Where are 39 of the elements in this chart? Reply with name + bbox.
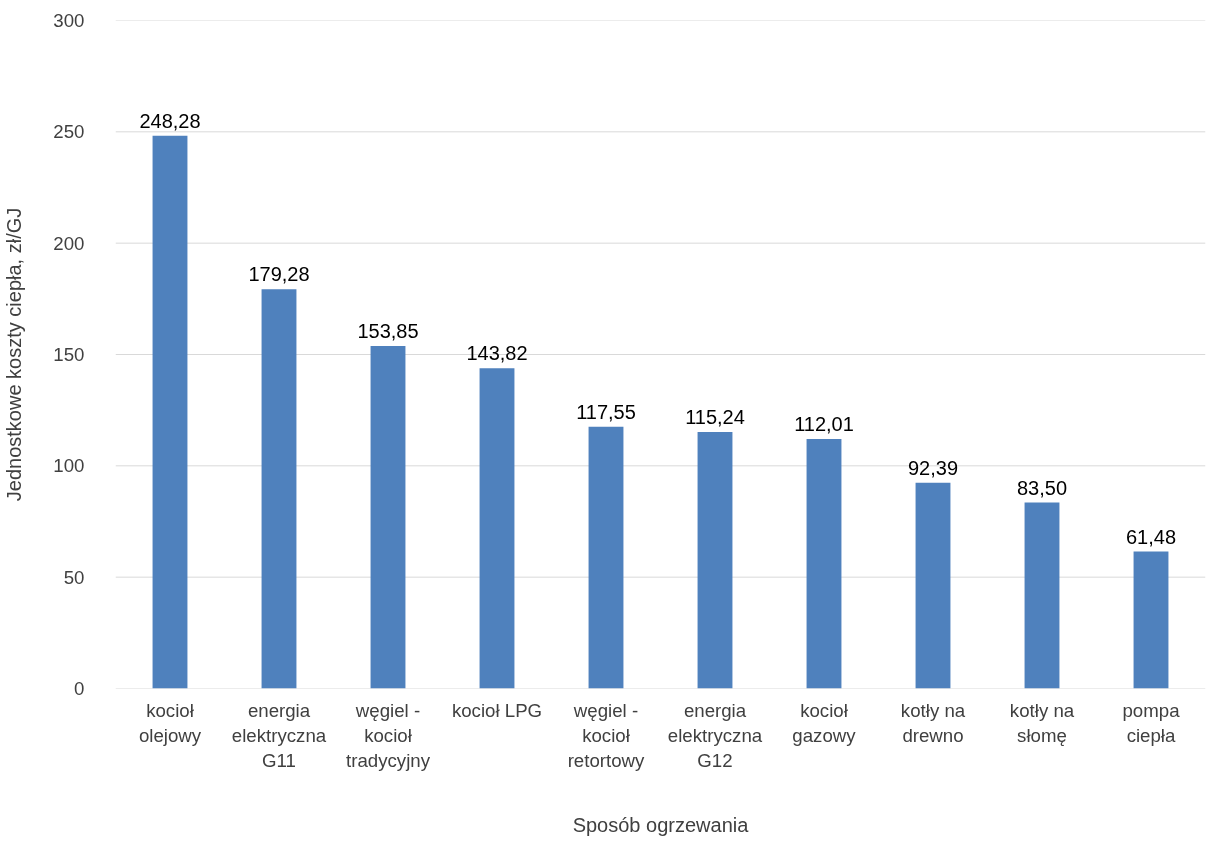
x-tick-label: kocioł gazowy bbox=[792, 699, 857, 746]
bar bbox=[915, 482, 951, 689]
bar bbox=[806, 439, 842, 689]
data-label: 248,28 bbox=[139, 109, 201, 132]
x-tick-label: kocioł LPG bbox=[451, 699, 543, 721]
x-tick-label: energia elektryczna G11 bbox=[231, 699, 327, 771]
data-label: 115,24 bbox=[685, 405, 745, 428]
y-tick-label: 100 bbox=[53, 455, 85, 477]
x-tick-label: węgiel - kocioł tradycyjny bbox=[346, 699, 431, 771]
x-tick-label: kocioł olejowy bbox=[138, 699, 202, 746]
bar bbox=[370, 345, 406, 689]
y-tick-label: 150 bbox=[53, 344, 85, 365]
bar bbox=[697, 431, 733, 689]
y-tick-label: 300 bbox=[53, 10, 85, 31]
data-label: 61,48 bbox=[1125, 525, 1177, 548]
x-axis-title: Sposób ogrzewania bbox=[572, 813, 750, 836]
data-label: 143,82 bbox=[466, 342, 528, 365]
data-label: 83,50 bbox=[1016, 476, 1068, 499]
bar bbox=[1133, 551, 1169, 689]
bar bbox=[261, 289, 297, 689]
data-label: 112,01 bbox=[794, 413, 854, 436]
data-label: 92,39 bbox=[907, 456, 959, 479]
y-tick-label: 250 bbox=[53, 121, 85, 143]
bar bbox=[588, 426, 624, 689]
x-tick-label: kotły na słomę bbox=[1009, 699, 1075, 746]
bar bbox=[1024, 502, 1060, 689]
bar bbox=[479, 368, 515, 689]
y-tick-label: 200 bbox=[53, 232, 85, 254]
x-tick-label: kotły na drewno bbox=[900, 699, 966, 746]
y-axis-title: Jednostkowe koszty ciepła, zł/GJ bbox=[3, 207, 26, 502]
bar bbox=[152, 135, 188, 689]
data-label: 117,55 bbox=[576, 400, 636, 423]
data-label: 153,85 bbox=[357, 319, 419, 342]
x-tick-label: energia elektryczna G12 bbox=[667, 699, 763, 771]
x-tick-label: pompa ciepła bbox=[1122, 699, 1181, 746]
x-tick-label: węgiel - kocioł retortowy bbox=[567, 699, 646, 771]
y-tick-label: 50 bbox=[63, 566, 85, 588]
y-tick-label: 0 bbox=[74, 678, 85, 699]
data-label: 179,28 bbox=[248, 263, 310, 286]
